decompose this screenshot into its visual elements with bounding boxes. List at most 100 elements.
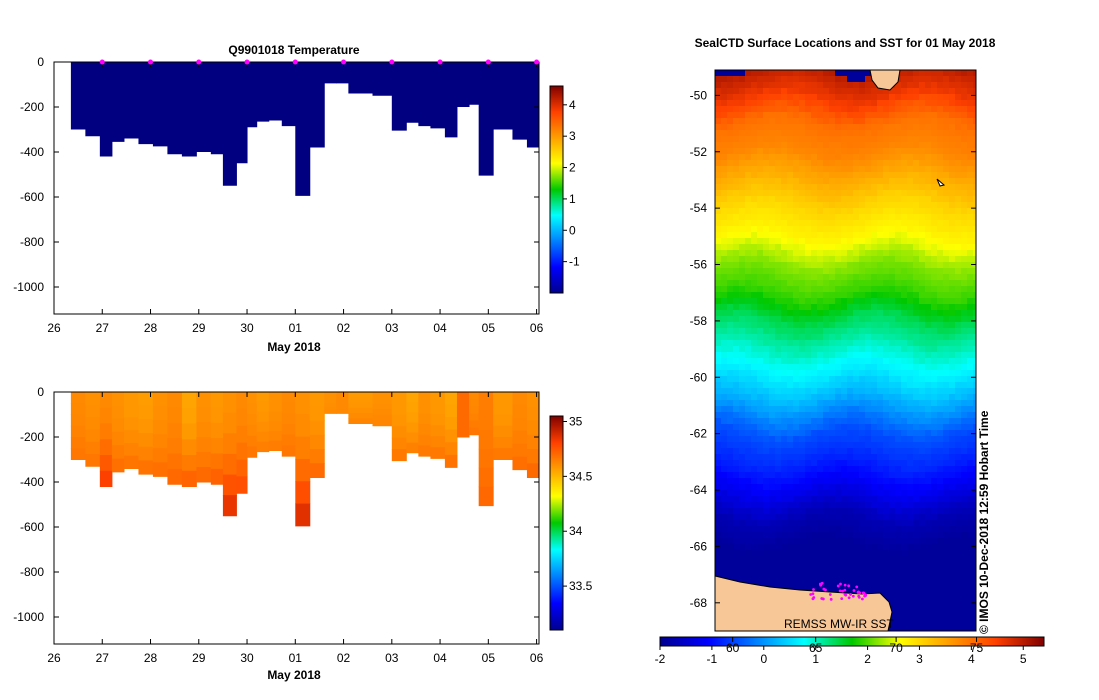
sst-cell [781,448,788,455]
sst-cell [943,400,950,407]
sst-cell [889,88,896,95]
sst-cell [907,616,914,623]
sst-cell [811,82,818,89]
sst-cell [829,496,836,503]
sst-cell [715,82,722,89]
sst-cell [937,82,944,89]
sst-cell [781,562,788,569]
sst-cell [745,334,752,341]
sst-cell [805,94,812,101]
profile-cell [281,424,296,436]
sst-cell [961,106,968,113]
sst-cell [913,244,920,251]
sst-cell [733,238,740,245]
sst-cell [757,418,764,425]
sst-cell [847,70,854,77]
sst-cell [877,508,884,515]
sst-cell [973,466,976,473]
sst-cell [859,250,866,257]
sst-cell [835,466,842,473]
sst-cell [907,118,914,125]
sst-cell [811,580,818,587]
sst-cell [973,556,976,563]
sst-cell [841,562,848,569]
sst-cell [787,226,794,233]
sst-cell [769,352,776,359]
sst-cell [949,490,956,497]
sst-cell [817,298,824,305]
sst-cell [787,274,794,281]
sst-cell [733,214,740,221]
sst-cell [775,430,782,437]
sst-cell [799,406,806,413]
sst-cell [763,556,770,563]
sst-cell [895,382,902,389]
sst-cell [739,124,746,131]
sst-cell [865,382,872,389]
sst-cell [733,388,740,395]
sst-cell [949,628,956,631]
sst-cell [955,214,962,221]
sst-cell [931,232,938,239]
sst-cell [805,520,812,527]
sst-cell [727,184,734,191]
sst-cell [721,556,728,563]
sst-cell [721,400,728,407]
sst-cell [865,520,872,527]
sst-cell [883,310,890,317]
sst-cell [937,382,944,389]
sst-cell [907,628,914,631]
sst-cell [847,226,854,233]
sst-cell [757,82,764,89]
sst-cell [967,352,974,359]
sst-cell [823,418,830,425]
sst-cell [865,154,872,161]
sst-cell [775,418,782,425]
sst-cell [901,364,908,371]
sst-cell [859,142,866,149]
sst-cell [715,346,722,353]
sst-cell [877,100,884,107]
sst-cell [871,220,878,227]
sst-cell [871,82,878,89]
sst-cell [931,118,938,125]
sst-cell [739,466,746,473]
sst-cell [835,472,842,479]
sst-cell [931,250,938,257]
sst-cell [949,424,956,431]
sst-cell [835,454,842,461]
sst-cell [913,274,920,281]
sst-cell [967,322,974,329]
sst-cell [733,412,740,419]
sst-cell [931,340,938,347]
sst-cell [829,352,836,359]
sst-cell [793,70,800,77]
sst-cell [895,442,902,449]
sst-cell [931,268,938,275]
sst-cell [847,400,854,407]
sst-cell [925,484,932,491]
sst-cell [787,496,794,503]
sst-cell [739,172,746,179]
sst-cell [829,106,836,113]
profile-column [348,62,374,94]
sst-cell [769,490,776,497]
sst-cell [889,442,896,449]
sst-cell [739,556,746,563]
sst-cell [787,580,794,587]
sst-cell [859,436,866,443]
sst-cell [937,286,944,293]
sst-cell [799,142,806,149]
sst-cell [715,292,722,299]
sst-cell [775,250,782,257]
profile-cell [181,392,197,409]
sst-cell [787,466,794,473]
profile-cell [196,407,212,423]
sst-cell [763,178,770,185]
sst-cell [847,352,854,359]
sst-cell [865,346,872,353]
sst-cell [859,412,866,419]
sst-cell [751,460,758,467]
sst-cell [853,130,860,137]
sst-cell [937,304,944,311]
